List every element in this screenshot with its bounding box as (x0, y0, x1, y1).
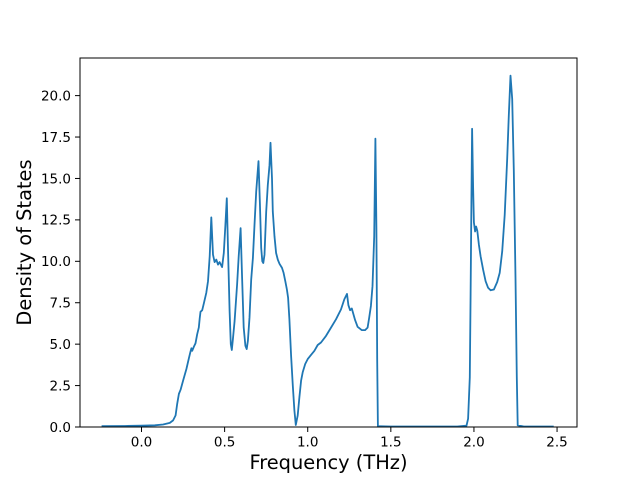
x-tick-label: 2.5 (546, 435, 567, 451)
plot-area (80, 58, 577, 427)
x-tick-label: 0.0 (131, 435, 152, 451)
y-tick-label: 12.5 (41, 213, 71, 229)
y-tick-label: 7.5 (50, 296, 71, 312)
axes-spines (79, 57, 578, 428)
x-tick-label: 0.5 (214, 435, 235, 451)
y-tick-label: 0.0 (50, 420, 71, 436)
y-axis-label: Density of States (13, 159, 36, 325)
y-tick-label: 20.0 (41, 88, 71, 104)
x-axis-label: Frequency (THz) (249, 451, 407, 474)
y-tick-label: 17.5 (41, 130, 71, 146)
x-tick-label: 1.0 (297, 435, 318, 451)
x-tick-label: 1.5 (380, 435, 401, 451)
x-axis-ticks: 0.0 0.5 1.0 1.5 2.0 2.5 (131, 427, 568, 451)
y-axis-ticks: 0.0 2.5 5.0 7.5 10.0 12.5 15.0 17.5 20.0 (41, 88, 80, 436)
y-tick-label: 10.0 (41, 254, 71, 270)
y-tick-label: 2.5 (50, 378, 71, 394)
y-tick-label: 15.0 (41, 171, 71, 187)
y-tick-label: 5.0 (50, 337, 71, 353)
dos-line-series (101, 74, 554, 428)
x-tick-label: 2.0 (463, 435, 484, 451)
